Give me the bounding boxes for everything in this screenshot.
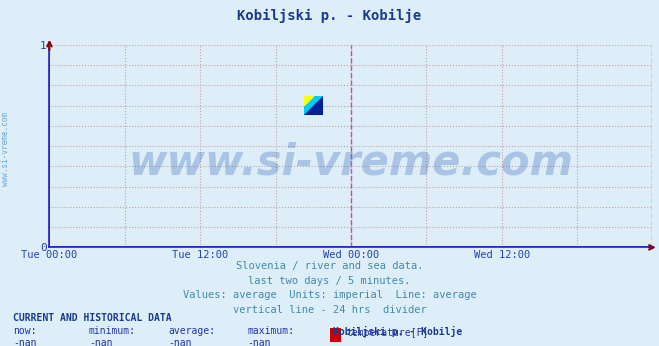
Text: temperature[F]: temperature[F] (346, 328, 428, 338)
Text: www.si-vreme.com: www.si-vreme.com (1, 112, 10, 186)
Text: maximum:: maximum: (247, 326, 294, 336)
Polygon shape (304, 96, 323, 115)
Polygon shape (304, 96, 314, 106)
Text: last two days / 5 minutes.: last two days / 5 minutes. (248, 276, 411, 286)
Text: Kobiljski p. - Kobilje: Kobiljski p. - Kobilje (333, 326, 462, 337)
Text: www.si-vreme.com: www.si-vreme.com (129, 142, 573, 183)
Text: Values: average  Units: imperial  Line: average: Values: average Units: imperial Line: av… (183, 290, 476, 300)
Text: -nan: -nan (247, 338, 271, 346)
Text: now:: now: (13, 326, 37, 336)
Polygon shape (304, 96, 323, 115)
Text: Kobiljski p. - Kobilje: Kobiljski p. - Kobilje (237, 9, 422, 22)
Text: average:: average: (168, 326, 215, 336)
Text: -nan: -nan (89, 338, 113, 346)
Text: -nan: -nan (13, 338, 37, 346)
Text: -nan: -nan (168, 338, 192, 346)
Text: vertical line - 24 hrs  divider: vertical line - 24 hrs divider (233, 305, 426, 315)
Text: CURRENT AND HISTORICAL DATA: CURRENT AND HISTORICAL DATA (13, 313, 172, 323)
Text: Slovenia / river and sea data.: Slovenia / river and sea data. (236, 261, 423, 271)
Text: minimum:: minimum: (89, 326, 136, 336)
